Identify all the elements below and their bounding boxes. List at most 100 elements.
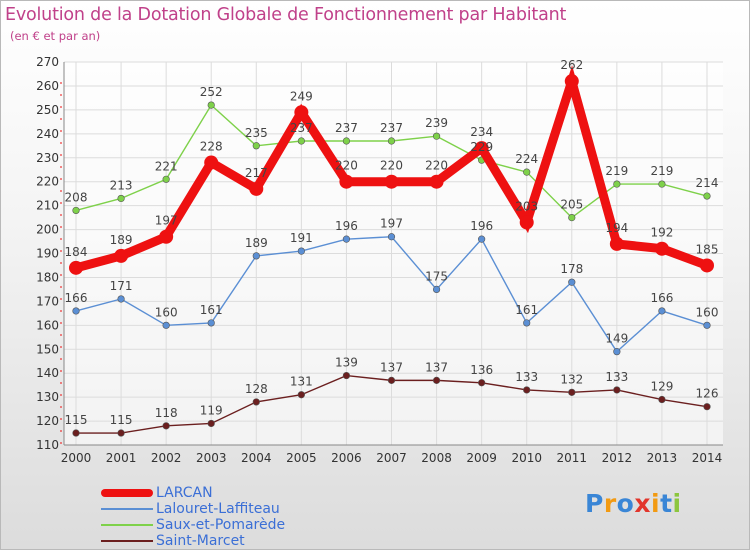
data-label: 205 (560, 198, 583, 212)
data-point (387, 137, 396, 145)
data-point (252, 398, 260, 406)
data-label: 213 (110, 178, 133, 192)
data-label: 235 (245, 126, 268, 140)
data-label: 220 (425, 159, 448, 173)
data-point (159, 229, 174, 244)
data-point (387, 233, 396, 241)
data-point (432, 285, 441, 294)
x-tick-label: 2002 (151, 451, 182, 465)
data-point (474, 141, 489, 156)
x-tick-label: 2003 (196, 451, 227, 465)
x-tick-label: 2001 (106, 451, 137, 465)
data-label: 224 (515, 152, 538, 166)
data-point (117, 194, 125, 203)
data-point (658, 307, 666, 315)
chart-subtitle: (en € et par an) (10, 29, 101, 43)
data-point (432, 132, 441, 140)
x-tick-label: 2005 (286, 451, 317, 465)
data-label: 171 (110, 279, 133, 293)
logo-letter: t (660, 489, 673, 518)
data-label: 196 (335, 219, 358, 233)
data-label: 220 (380, 159, 403, 173)
data-label: 189 (245, 236, 268, 250)
data-point (568, 388, 576, 396)
data-point (297, 391, 305, 399)
data-point (72, 307, 80, 315)
data-label: 137 (380, 360, 403, 374)
data-point (339, 174, 354, 189)
data-point (162, 175, 170, 183)
data-point (207, 101, 215, 109)
data-label: 178 (560, 262, 583, 276)
data-label: 119 (200, 403, 223, 417)
data-label: 239 (425, 116, 448, 130)
y-tick-label: 180 (36, 270, 59, 284)
data-point (613, 386, 621, 394)
logo-letter: x (634, 489, 651, 518)
data-point (658, 180, 666, 188)
data-point (613, 348, 621, 356)
data-label: 189 (110, 233, 133, 247)
x-tick-label: 2011 (557, 451, 588, 465)
x-tick-label: 2012 (602, 451, 633, 465)
data-label: 133 (605, 370, 628, 384)
data-label: 197 (380, 217, 403, 231)
data-point (568, 213, 576, 222)
data-point (297, 247, 305, 255)
data-label: 203 (515, 199, 538, 213)
data-point (117, 429, 125, 437)
data-label: 115 (110, 413, 133, 427)
y-tick-label: 200 (36, 223, 59, 237)
legend-swatch-saint-marcet (101, 540, 153, 542)
data-label: 132 (560, 372, 583, 386)
x-tick-label: 2006 (331, 451, 362, 465)
data-label: 229 (470, 140, 493, 154)
y-tick-label: 220 (36, 175, 59, 189)
data-label: 192 (650, 226, 673, 240)
data-point (703, 192, 711, 200)
data-label: 237 (380, 121, 403, 135)
data-point (703, 321, 711, 329)
data-label: 197 (155, 214, 178, 228)
data-point (432, 376, 441, 384)
data-label: 196 (470, 219, 493, 233)
x-tick-label: 2008 (421, 451, 452, 465)
data-point (387, 376, 396, 384)
data-label: 237 (335, 121, 358, 135)
data-point (72, 206, 80, 215)
data-label: 249 (290, 89, 313, 103)
data-point (523, 386, 531, 394)
data-label: 184 (65, 245, 88, 259)
data-point (519, 215, 534, 230)
y-tick-label: 110 (36, 438, 59, 452)
legend-label-lalouret-laffiteau: Lalouret-Laffiteau (156, 501, 280, 517)
data-label: 228 (200, 140, 223, 154)
data-point (384, 174, 399, 189)
data-label: 221 (155, 159, 178, 173)
data-point (342, 371, 351, 380)
data-label: 118 (155, 406, 178, 420)
data-point (207, 319, 215, 327)
y-tick-label: 130 (36, 390, 59, 404)
x-tick-label: 2014 (692, 451, 723, 465)
x-tick-label: 2007 (376, 451, 407, 465)
data-point (117, 295, 125, 303)
logo-letter: i (651, 489, 661, 518)
data-label: 126 (696, 387, 719, 401)
x-tick-label: 2000 (61, 451, 92, 465)
data-point (703, 403, 711, 411)
data-point (658, 395, 666, 404)
y-tick-label: 120 (36, 414, 59, 428)
data-label: 129 (650, 380, 673, 394)
data-point (162, 321, 170, 329)
logo-letter: r (603, 489, 617, 518)
logo-letter: P (585, 489, 604, 518)
legend-label-saint-marcet: Saint-Marcet (156, 533, 245, 549)
x-tick-label: 2004 (241, 451, 272, 465)
data-label: 131 (290, 375, 313, 389)
x-tick-label: 2010 (511, 451, 542, 465)
data-point (478, 379, 486, 387)
data-label: 214 (696, 176, 719, 190)
data-label: 137 (425, 360, 448, 374)
